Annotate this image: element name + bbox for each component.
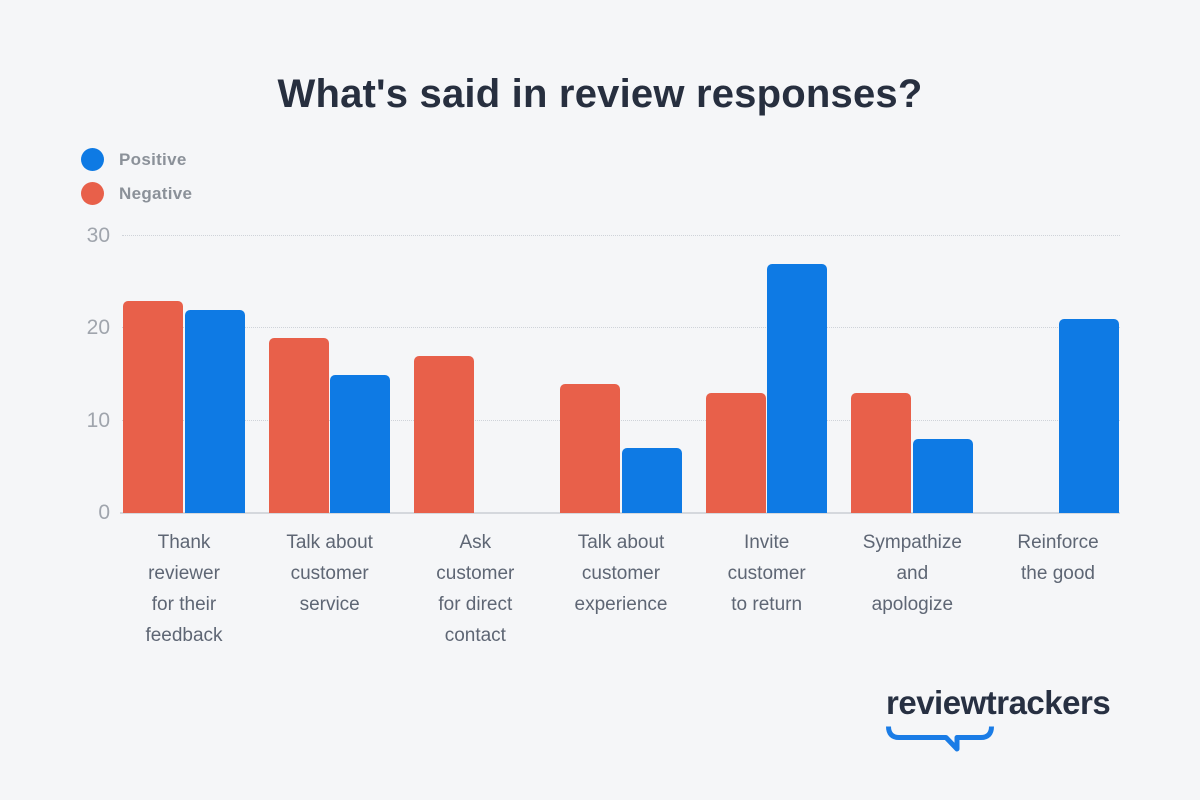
y-axis-tick-10: 10 <box>86 408 110 432</box>
bar-negative-0 <box>123 300 183 513</box>
bar-positive-4 <box>767 263 828 513</box>
x-axis-label-5: Sympathize and apologize <box>862 532 962 615</box>
x-axis-baseline <box>120 512 1120 514</box>
x-axis-label-2: Ask customer for direct contact <box>436 532 515 646</box>
bar-negative-5 <box>851 392 912 513</box>
chart-title: What's said in review responses? <box>277 72 923 116</box>
y-axis-tick-0: 0 <box>98 501 110 524</box>
legend-label-negative: Negative <box>119 183 193 203</box>
y-axis-tick-30: 30 <box>86 224 110 247</box>
legend-item-negative: Negative <box>81 182 192 205</box>
gridline-10 <box>122 419 1120 421</box>
bar-negative-2 <box>414 356 475 513</box>
brand-logo: reviewtrackers <box>886 684 1111 752</box>
bar-positive-0 <box>184 309 245 513</box>
x-axis-label-1: Talk about customer service <box>286 532 373 615</box>
bar-negative-3 <box>560 383 620 513</box>
bar-negative-1 <box>268 337 329 513</box>
bar-positive-1 <box>330 374 391 513</box>
speech-bubble-underline-icon <box>886 726 994 752</box>
legend-item-positive: Positive <box>81 148 192 171</box>
x-axis-label-3: Talk about customer experience <box>574 532 668 615</box>
bar-negative-4 <box>705 392 766 513</box>
gridline-30 <box>122 235 1120 236</box>
legend-label-positive: Positive <box>119 149 187 169</box>
legend-swatch-positive <box>81 148 104 171</box>
y-axis-tick-20: 20 <box>86 316 110 340</box>
logo-text: reviewtrackers <box>886 684 1111 721</box>
bar-positive-5 <box>912 439 973 513</box>
legend-swatch-negative <box>81 182 104 205</box>
legend: Positive Negative <box>81 148 192 205</box>
x-axis-label-4: Invite customer to return <box>727 532 806 615</box>
gridline-20 <box>122 327 1120 329</box>
x-axis-label-0: Thank reviewer for their feedback <box>145 532 223 646</box>
bar-positive-3 <box>621 448 682 513</box>
bar-positive-6 <box>1058 319 1119 513</box>
x-axis-label-6: Reinforce the good <box>1017 532 1099 584</box>
